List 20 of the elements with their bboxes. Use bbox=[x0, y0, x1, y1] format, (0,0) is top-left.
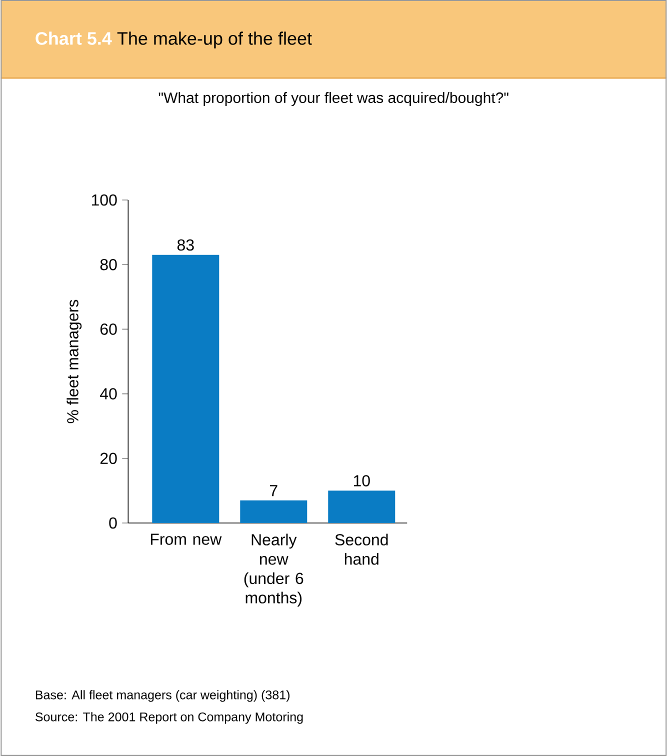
data-label: 7 bbox=[270, 485, 278, 496]
data-label: 10 bbox=[354, 475, 370, 486]
y-tick-label: 100 bbox=[92, 194, 117, 206]
y-tick-label: 40 bbox=[100, 388, 117, 400]
y-tick-label: 0 bbox=[109, 517, 117, 529]
bar bbox=[328, 490, 396, 523]
chart-title: Chart 5.4 The make-up of the fleet bbox=[36, 32, 312, 48]
bar bbox=[152, 254, 220, 523]
y-tick-label: 60 bbox=[100, 324, 117, 335]
chart-subtitle: "What proportion of your fleet was acquired/bought?" bbox=[158, 92, 508, 106]
source-note: Source: The 2001 Report on Company Motoring bbox=[35, 712, 303, 724]
y-tick-label: 20 bbox=[100, 452, 117, 464]
x-tick-label: Second hand bbox=[335, 534, 388, 565]
data-label: 83 bbox=[177, 239, 194, 251]
x-tick-label: From new bbox=[150, 534, 222, 545]
bar bbox=[240, 500, 308, 523]
y-axis-title: % fleet managers bbox=[66, 300, 82, 424]
y-tick-label: 80 bbox=[100, 258, 117, 270]
text: Base: All fleet managers (car weighting) (381) bbox=[36, 690, 290, 702]
x-tick-label: Nearly new (under 6 months) bbox=[244, 534, 304, 607]
